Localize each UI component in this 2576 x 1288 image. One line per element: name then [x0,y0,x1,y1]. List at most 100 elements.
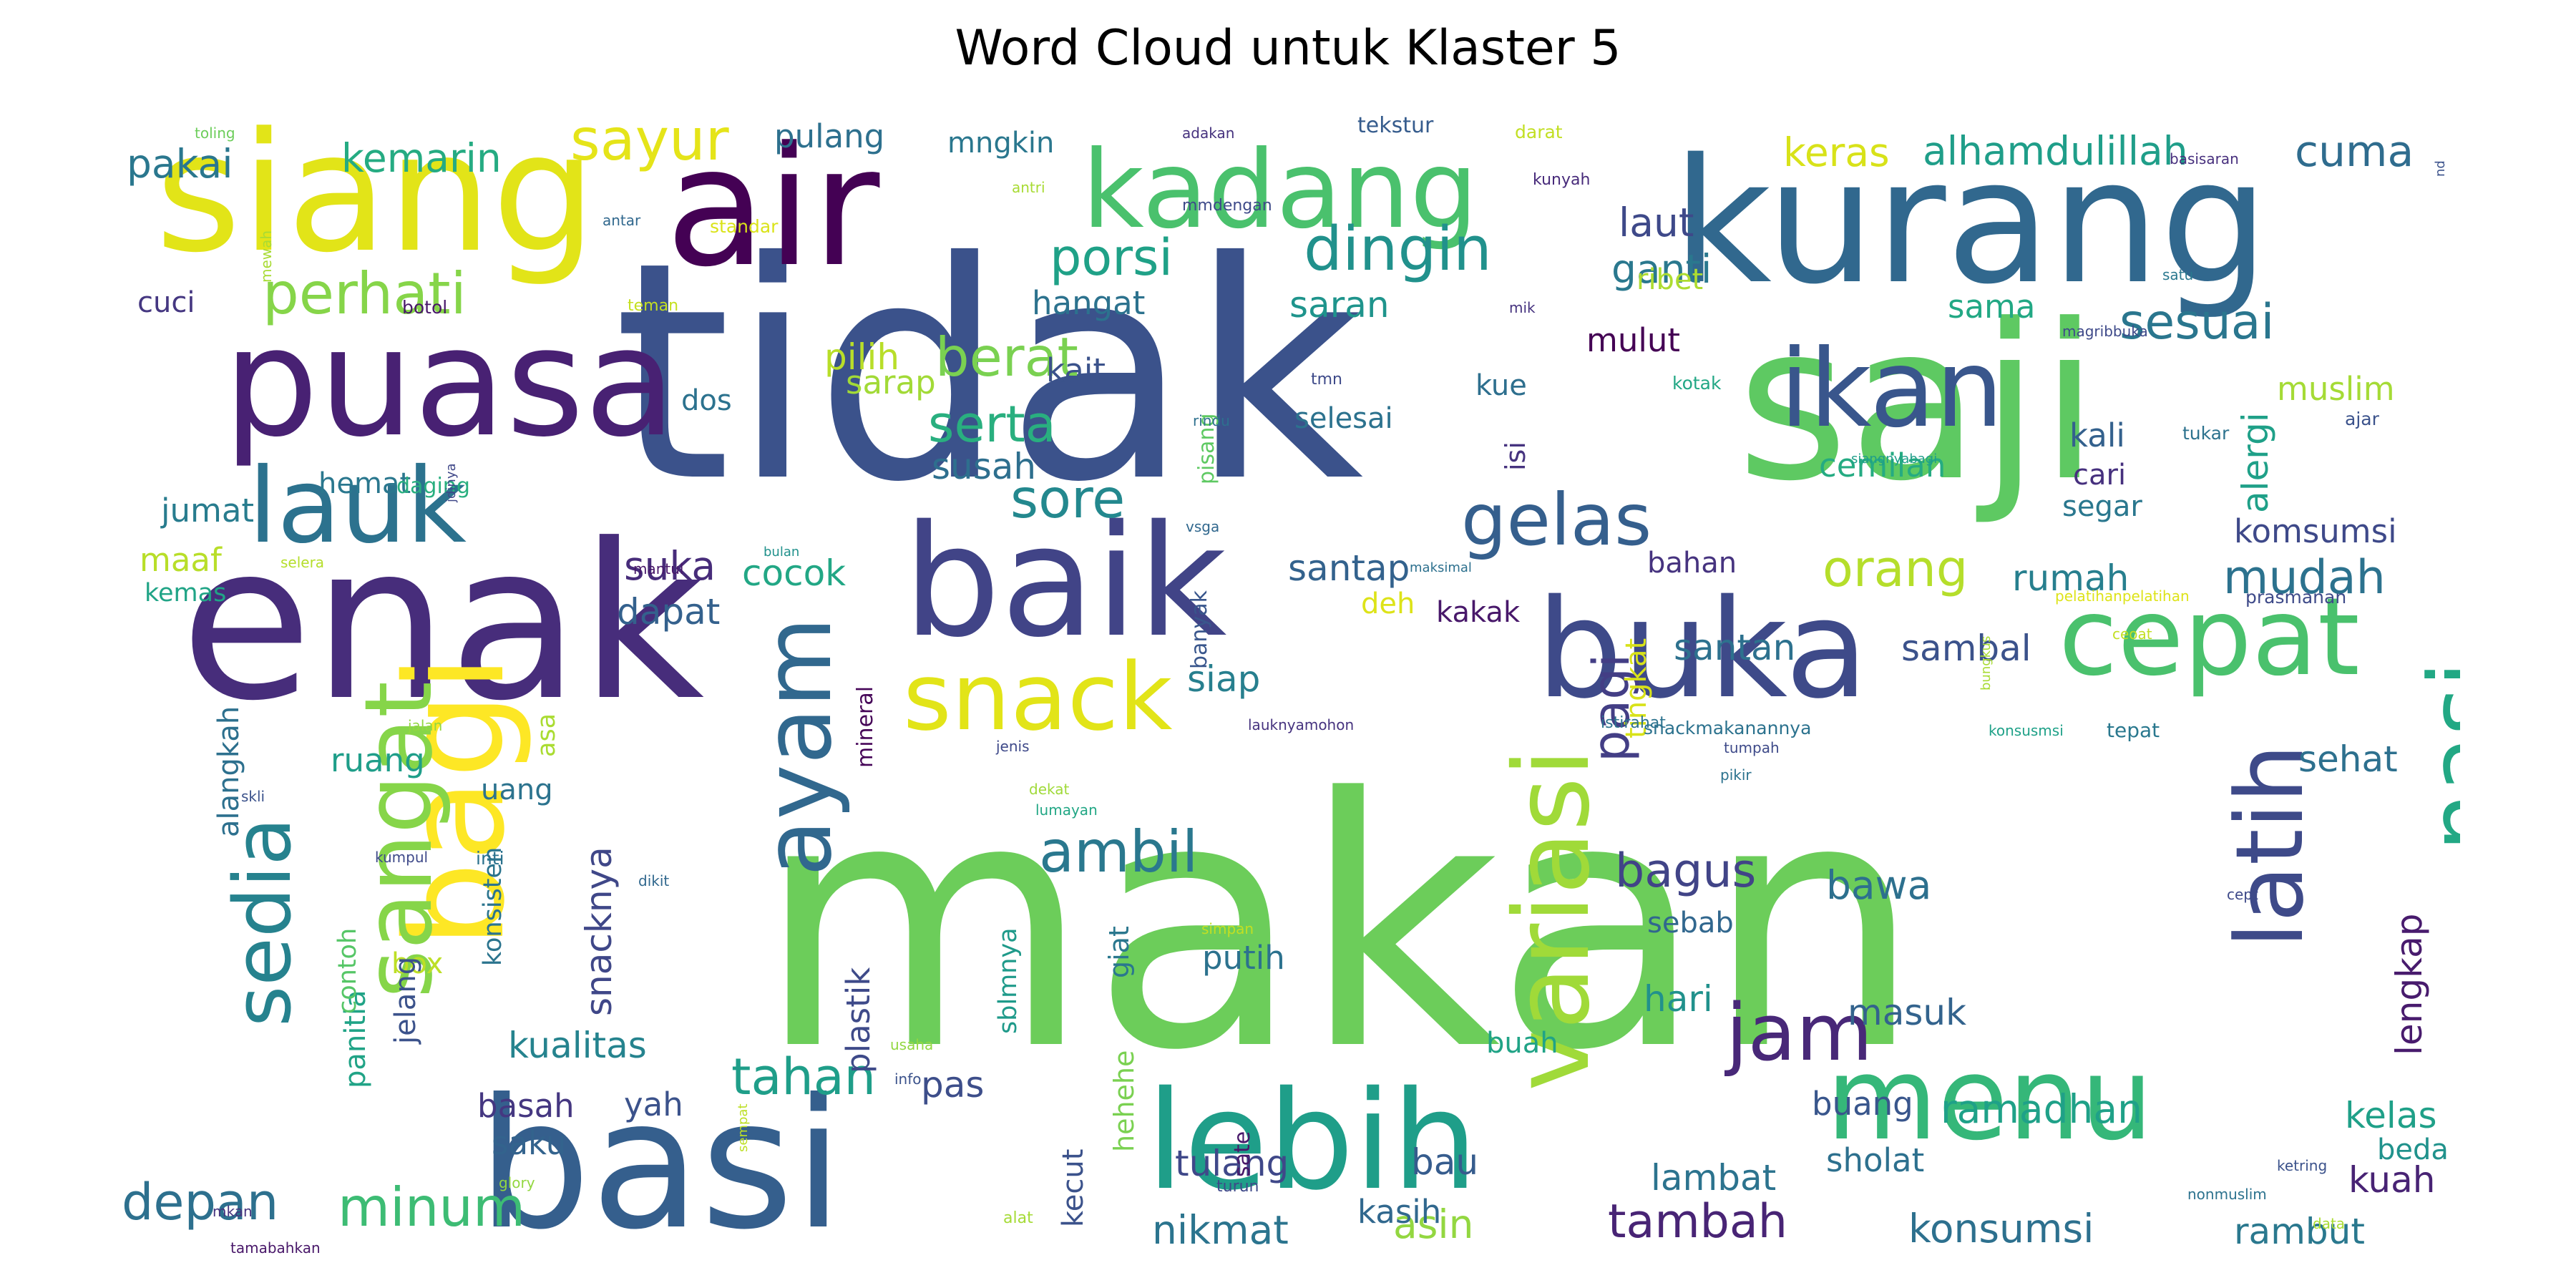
word-bahan: bahan [1647,546,1737,580]
word-kakak: kakak [1436,595,1521,629]
word-kumpul: kumpul [375,849,429,867]
word-bagus: bagus [1615,844,1757,898]
word-pas: pas [921,1063,985,1106]
word-bau: bau [1411,1141,1479,1183]
word-saku: saku [492,1124,567,1163]
word-selesai: selesai [1294,401,1393,435]
word-kelas: kelas [2345,1094,2437,1136]
word-maksimal: maksimal [1410,560,1472,576]
word-asin: asin [1393,1201,1474,1247]
word-beda: beda [2377,1133,2449,1166]
word-hari: hari [1644,977,1713,1020]
word-sate: sate [1230,1131,1255,1177]
word-cari: cari [2073,458,2127,492]
word-hemat: hemat [318,467,411,500]
word-santap: santap [1288,547,1410,589]
word-basi: basi [477,1060,844,1269]
word-depan: depan [122,1172,279,1231]
word-kurang: kurang [1672,121,2269,322]
word-kadang: kadang [1082,127,1478,253]
word-sehat: sehat [2298,738,2398,780]
word-perhati: perhati [263,260,467,327]
word-sambal: sambal [1901,627,2031,669]
word-tumpah: tumpah [1724,739,1780,757]
word-siangnyabagi: siangnyabagi [1851,452,1938,467]
word-antri: antri [1012,179,1045,197]
word-hangat: hangat [1032,284,1146,323]
word-cemilan: cemilan [1819,447,1946,485]
word-rumah: rumah [2012,557,2129,599]
word-masuk: masuk [1848,991,1967,1033]
word-kecut: kecut [1057,1148,1090,1227]
word-kunyah: kunyah [1533,170,1591,189]
word-cocok: cocok [742,552,847,594]
word-rambut: rambut [2234,1210,2365,1252]
word-baik: baik [903,492,1227,672]
word-susah: susah [932,445,1037,487]
word-ambil: ambil [1039,818,1199,885]
word-siang: siang [155,104,597,290]
word-mulut: mulut [1586,321,1681,360]
word-pulang: pulang [774,117,885,156]
word-mngkin: mngkin [947,126,1055,160]
word-dapat: dapat [617,590,721,633]
word-contoh: contoh [333,927,362,1014]
word-jelang: jelang [389,956,422,1044]
word-muslim: muslim [2277,370,2395,409]
word-lumayan: lumayan [1035,801,1098,819]
word-tepat: tepat [2107,718,2160,742]
word-buka: buka [1536,570,1869,729]
word-ceoat: ceoat [2112,625,2152,643]
word-jumat: jumat [161,492,255,530]
word-komsumsi: komsumsi [2234,512,2397,551]
word-darat: darat [1515,121,1563,142]
word-serta: serta [928,394,1056,454]
word-jenis: jenis [996,738,1030,756]
word-sarap: sarap [846,364,936,402]
word-data: data [2313,1215,2346,1233]
word-vsga: vsga [1186,518,1220,536]
word-kasih: kasih [1357,1193,1442,1231]
word-bungkus: bungkus [1979,635,1994,691]
word-sebab: sebab [1647,906,1734,940]
word-prasmanan: prasmanan [2245,586,2347,608]
word-deh: deh [1361,587,1415,620]
word-ganti: ganti [1611,245,1712,292]
word-saran: saran [1289,283,1390,326]
word-lengkap: lengkap [2389,913,2430,1055]
word-menu: menu [1826,1032,2154,1166]
word-magribbuka: magribbuka [2062,323,2148,341]
word-ribet: ribet [1636,263,1704,296]
word-kait: kait [1046,351,1106,390]
word-tambah: tambah [1608,1194,1787,1249]
word-sayur: sayur [570,106,729,173]
word-nonmuslim: nonmuslim [2187,1186,2267,1204]
word-gelas: gelas [1461,478,1652,562]
word-dikit: dikit [638,872,670,890]
word-alangkah: alangkah [213,706,245,837]
word-sedia: sedia [217,817,308,1027]
word-segar: segar [2062,489,2142,523]
word-nd: nd [2433,160,2448,177]
word-mik: mik [1509,299,1536,317]
word-tamabahkan: tamabahkan [230,1239,321,1257]
word-tidak: tidak [613,198,1364,549]
word-pilih: pilih [824,336,900,378]
word-jam: jam [1726,986,1873,1078]
word-mkan: mkan [213,1203,253,1221]
word-rindu: rindu [1193,412,1230,430]
word-usaha: usaha [890,1036,934,1054]
word-asa: asa [532,713,561,757]
word-snacknya: snacknya [578,847,620,1016]
chart-title: Word Cloud untuk Klaster 5 [955,20,1621,77]
word-mineral: mineral [853,686,878,768]
word-tmn: tmn [1311,370,1342,389]
word-mmdengan: mmdengan [1182,196,1272,215]
word-lambat: lambat [1651,1156,1777,1199]
word-tekstur: tekstur [1357,113,1434,139]
word-isi: isi [1500,441,1531,471]
word-lebih: lebih [1146,1062,1478,1221]
word-dekat: dekat [1029,781,1070,799]
word-konsumsi: konsumsi [1908,1205,2094,1252]
word-toling: toling [195,125,235,142]
